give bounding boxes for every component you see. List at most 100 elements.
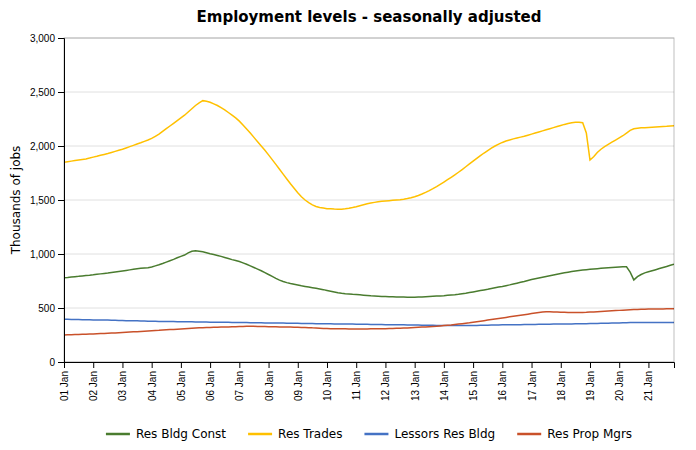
legend: Res Bldg Const Res Trades Lessors Res Bldg… <box>106 427 632 441</box>
tick-label: 03 Jan <box>117 371 128 401</box>
grid-line <box>64 146 674 147</box>
tick-mark <box>415 362 416 368</box>
tick-mark <box>152 362 153 368</box>
series-line <box>64 251 674 297</box>
tick-mark <box>181 362 182 368</box>
tick: 07 Jan <box>234 362 245 401</box>
tick-mark <box>58 254 64 255</box>
tick-mark <box>473 362 474 368</box>
tick-label: 500 <box>38 303 55 314</box>
tick-label: 07 Jan <box>234 371 245 401</box>
tick-mark <box>327 362 328 368</box>
legend-swatch <box>248 433 272 436</box>
tick-label: 15 Jan <box>468 371 479 401</box>
tick: 20 Jan <box>614 362 625 401</box>
plot-frame <box>64 38 674 362</box>
tick: 18 Jan <box>556 362 567 401</box>
tick-label: 17 Jan <box>527 371 538 401</box>
x-axis: 01 Jan 02 Jan 03 Jan 04 Jan 05 Jan 06 Jan 07 J… <box>59 362 675 401</box>
tick-label: 09 Jan <box>293 371 304 401</box>
tick-label: 13 Jan <box>410 371 421 401</box>
chart: 0 500 1,000 1,500 2,000 2,500 3,000 01 Jan 02 Ja… <box>0 0 696 450</box>
tick: 05 Jan <box>176 362 187 401</box>
tick: 06 Jan <box>205 362 216 401</box>
tick: 12 Jan <box>380 362 391 401</box>
legend-item: Res Prop Mgrs <box>517 427 632 441</box>
tick: 14 Jan <box>439 362 450 401</box>
tick: 03 Jan <box>117 362 128 401</box>
legend-item: Res Bldg Const <box>106 427 226 441</box>
tick-label: 3,000 <box>30 33 55 44</box>
tick: 19 Jan <box>585 362 596 401</box>
legend-label: Res Prop Mgrs <box>547 427 632 441</box>
tick-mark <box>444 362 445 368</box>
tick-mark <box>561 362 562 368</box>
legend-label: Res Bldg Const <box>136 427 226 441</box>
tick-label: 14 Jan <box>439 371 450 401</box>
tick-label: 12 Jan <box>380 371 391 401</box>
legend-item: Res Trades <box>248 427 342 441</box>
tick: 0 <box>49 357 64 368</box>
tick-label: 2,500 <box>30 87 55 98</box>
tick: 1,500 <box>30 195 64 206</box>
series-line <box>64 101 674 210</box>
tick-mark <box>58 362 64 363</box>
tick-label: 08 Jan <box>264 371 275 401</box>
tick-label: 05 Jan <box>176 371 187 401</box>
tick-mark <box>269 362 270 368</box>
tick-label: 04 Jan <box>147 371 158 401</box>
series-group <box>64 101 674 335</box>
tick-label: 21 Jan <box>643 371 654 401</box>
tick-mark <box>122 362 123 368</box>
tick-mark <box>58 92 64 93</box>
tick: 04 Jan <box>147 362 158 401</box>
tick-label: 18 Jan <box>556 371 567 401</box>
tick-mark <box>385 362 386 368</box>
tick: 500 <box>38 303 64 314</box>
tick-label: 10 Jan <box>322 371 333 401</box>
tick-mark <box>356 362 357 368</box>
tick: 11 Jan <box>351 362 362 400</box>
tick-label: 0 <box>49 357 55 368</box>
tick: 2,000 <box>30 141 64 152</box>
tick-label: 20 Jan <box>614 371 625 401</box>
tick-mark <box>58 308 64 309</box>
tick: 09 Jan <box>293 362 304 401</box>
grid <box>64 38 674 362</box>
legend-item: Lessors Res Bldg <box>364 427 495 441</box>
tick-label: 16 Jan <box>497 371 508 401</box>
plot: 0 500 1,000 1,500 2,000 2,500 3,000 01 Jan 02 Ja… <box>30 33 675 401</box>
grid-line <box>64 92 674 93</box>
tick-mark <box>210 362 211 368</box>
tick-mark <box>64 362 65 368</box>
tick-mark <box>58 200 64 201</box>
legend-label: Res Trades <box>278 427 342 441</box>
tick: 10 Jan <box>322 362 333 401</box>
tick: 13 Jan <box>410 362 421 401</box>
tick: 21 Jan <box>643 362 654 401</box>
legend-swatch <box>517 433 541 436</box>
tick: 02 Jan <box>88 362 99 401</box>
tick-label: 1,000 <box>30 249 55 260</box>
tick-label: 01 Jan <box>59 371 70 401</box>
tick-mark <box>93 362 94 368</box>
tick-mark <box>298 362 299 368</box>
tick-mark <box>648 362 649 368</box>
grid-line <box>64 200 674 201</box>
grid-line <box>64 308 674 309</box>
legend-swatch <box>364 433 388 436</box>
tick-mark <box>502 362 503 368</box>
tick-label: 1,500 <box>30 195 55 206</box>
tick-mark <box>239 362 240 368</box>
tick: 08 Jan <box>264 362 275 401</box>
axis-line <box>65 363 675 369</box>
tick: 17 Jan <box>527 362 538 401</box>
tick-mark <box>590 362 591 368</box>
tick: 16 Jan <box>497 362 508 401</box>
tick-mark <box>58 146 64 147</box>
tick: 3,000 <box>30 33 64 44</box>
tick-label: 06 Jan <box>205 371 216 401</box>
y-axis-title: Thousands of jobs <box>9 146 23 256</box>
tick-label: 19 Jan <box>585 371 596 401</box>
tick: 01 Jan <box>59 362 70 401</box>
